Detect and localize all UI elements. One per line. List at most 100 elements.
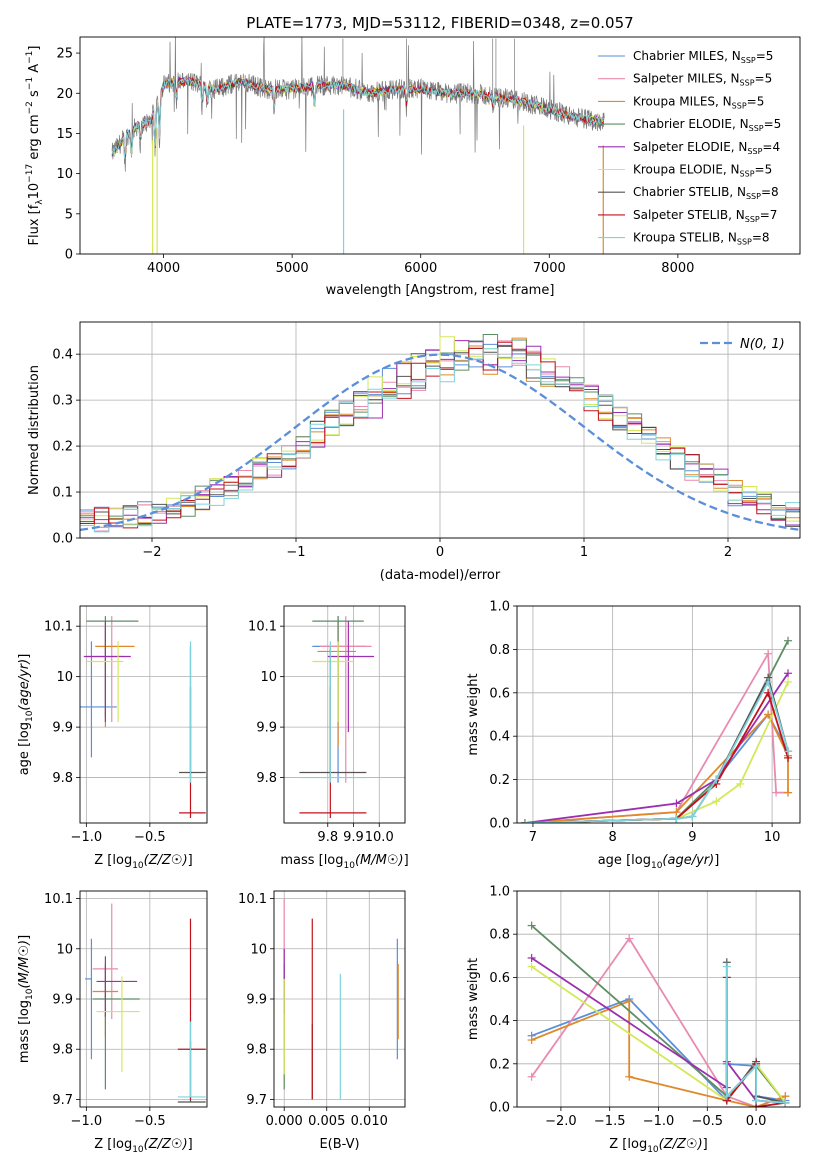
label-part: mass [log [17, 1000, 32, 1063]
y-tick-label: 0.0 [489, 817, 510, 832]
axes-frame [283, 605, 406, 824]
label-sub: 10 [25, 710, 35, 722]
axes-frame [273, 890, 406, 1108]
y-tick-label: 0.4 [489, 730, 510, 745]
y-axis-label: Flux [fλ10−17 erg cm−2 s−1 A−1] [25, 46, 45, 246]
x-tick-label: −1.0 [71, 1114, 103, 1129]
x-tick-label: 10.0 [365, 830, 394, 845]
x-tick-label: 9.8 [317, 830, 338, 845]
plot-area [299, 616, 375, 818]
legend-label: N(0, 1) [740, 337, 785, 352]
label-part: Z [log [609, 1137, 647, 1152]
plot-area [80, 616, 206, 818]
y-tick-label: 9.9 [256, 721, 277, 736]
legend-label: Salpeter STELIB, NSSP=7 [633, 208, 777, 224]
y-tick-label: 10 [250, 942, 267, 957]
histogram-series-8 [80, 348, 800, 533]
legend-sub: SSP [740, 170, 755, 179]
label-part: (M/M☉) [355, 853, 404, 868]
x-tick-label: 7 [529, 830, 537, 845]
legend-sub: SSP [749, 124, 764, 133]
y-tick-label: 10.1 [44, 892, 73, 907]
y-tick-label: 0.2 [489, 773, 510, 788]
legend-n: =5 [755, 163, 773, 177]
x-tick-label: 1 [580, 545, 588, 560]
x-tick-label: −1.0 [643, 1114, 675, 1129]
y-tick-label: 0.4 [52, 348, 73, 363]
y-tick-label: 0.2 [52, 440, 73, 455]
legend-sub: SSP [747, 147, 762, 156]
panel-7: −2.0 −1.5 −1.0 −0.5 0.0 0.0 0.2 0.4 0.6 0.8 1.0 Z [… [466, 885, 801, 1155]
x-tick-label: 8000 [661, 261, 694, 276]
label-part: (age/yr) [17, 659, 32, 711]
label-sub: 10 [647, 1145, 659, 1155]
x-tick-label: 7000 [533, 261, 566, 276]
y-tick-label: 9.7 [246, 1093, 267, 1108]
y-tick-label: 0.6 [489, 971, 510, 986]
label-sub: 10 [132, 1145, 144, 1155]
legend-label: Chabrier STELIB, NSSP=8 [633, 185, 779, 201]
label-part: −1 [25, 77, 35, 90]
label-part: Flux [f [27, 204, 42, 245]
plot-area [80, 334, 800, 533]
legend-text: Kroupa STELIB, N [633, 231, 737, 245]
x-axis-label: E(B-V) [319, 1137, 359, 1152]
legend-label: Kroupa MILES, NSSP=5 [633, 94, 764, 110]
panel-0: 4000 5000 6000 7000 8000 0 5 10 15 20 25 PLATE=1773… [25, 14, 801, 298]
label-part: A [27, 64, 42, 77]
label-part: age [log [598, 853, 651, 868]
y-tick-label: 10 [260, 670, 277, 685]
y-tick-label: 0.0 [52, 532, 73, 547]
label-part: ] [188, 1137, 193, 1152]
weight-line-5 [524, 681, 789, 823]
legend-text: Salpeter STELIB, N [633, 208, 745, 222]
x-tick-label: −1.0 [71, 830, 103, 845]
legend-text: Kroupa MILES, N [633, 94, 732, 108]
legend-label: Chabrier MILES, NSSP=5 [633, 49, 773, 65]
y-tick-label: 25 [56, 47, 73, 62]
x-axis-label: Z [log10(Z/Z☉)] [94, 1137, 192, 1155]
legend-text: Salpeter ELODIE, N [633, 140, 747, 154]
label-sub: 10 [25, 988, 35, 1000]
axes-frame [79, 890, 208, 1108]
histogram-series-5 [80, 336, 800, 526]
x-tick-label: −0.5 [134, 830, 166, 845]
histogram-series-7 [80, 341, 800, 529]
x-tick-label: 8 [609, 830, 617, 845]
x-tick-label: 4000 [147, 261, 180, 276]
legend-sub: SSP [741, 56, 756, 65]
label-part: Z [log [94, 1137, 132, 1152]
legend-sub: SSP [737, 238, 752, 247]
legend-label: Chabrier ELODIE, NSSP=5 [633, 117, 781, 133]
legend-n: =7 [760, 208, 778, 222]
label-part: ] [27, 46, 42, 51]
axes-frame [516, 605, 801, 824]
x-axis-label: Z [log10(Z/Z☉)] [94, 853, 192, 871]
y-tick-label: 9.9 [52, 721, 73, 736]
x-axis-label: age [log10(age/yr)] [598, 853, 720, 871]
legend-n: =4 [762, 140, 780, 154]
legend-label: Salpeter ELODIE, NSSP=4 [633, 140, 780, 156]
y-tick-label: 0.8 [489, 643, 510, 658]
legend-n: =5 [756, 49, 774, 63]
axes-frame [516, 890, 801, 1108]
y-tick-label: 0.3 [52, 394, 73, 409]
x-tick-label: 0 [436, 545, 444, 560]
legend-text: Chabrier STELIB, N [633, 185, 746, 199]
label-part: −2 [25, 101, 35, 114]
legend-sub: SSP [746, 192, 761, 201]
legend-text: Chabrier ELODIE, N [633, 117, 749, 131]
x-tick-label: −2.0 [545, 1114, 577, 1129]
x-tick-label: −1.5 [594, 1114, 626, 1129]
y-tick-label: 10 [56, 942, 73, 957]
y-axis-label: age [log10(age/yr)] [17, 654, 35, 776]
y-tick-label: 0 [65, 248, 73, 263]
y-axis-label: mass weight [466, 958, 481, 1040]
legend-n: =8 [752, 231, 770, 245]
y-tick-label: 0.1 [52, 486, 73, 501]
legend-n: =8 [761, 185, 779, 199]
x-tick-label: 9.9 [343, 830, 364, 845]
